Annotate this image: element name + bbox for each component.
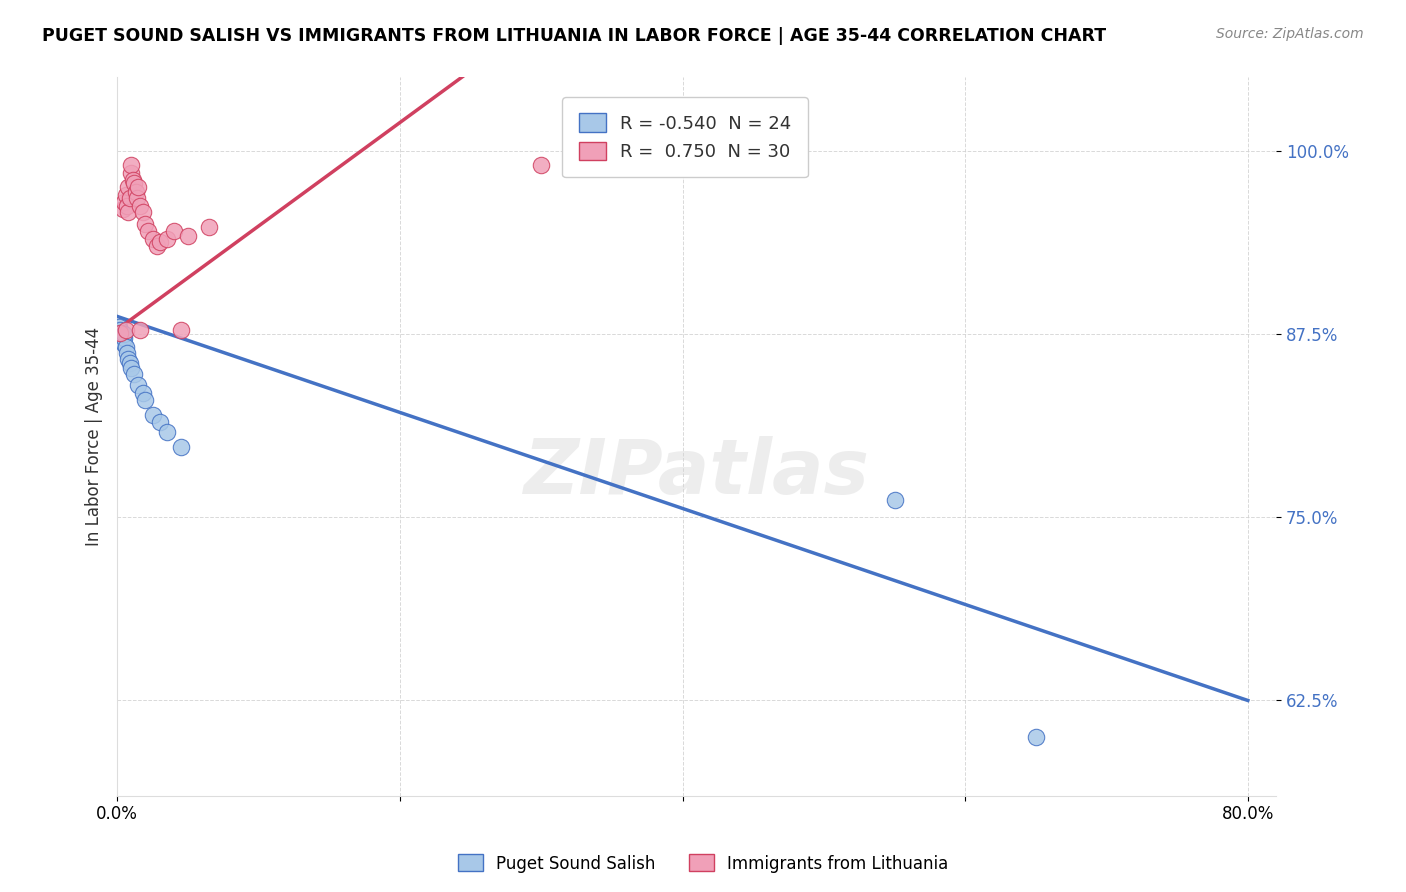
Point bbox=[111, 328, 134, 343]
Point bbox=[115, 346, 138, 360]
Point bbox=[177, 228, 200, 243]
Point bbox=[121, 173, 143, 187]
Point bbox=[115, 199, 138, 213]
Point bbox=[530, 158, 553, 172]
Point bbox=[118, 356, 141, 370]
Point bbox=[108, 322, 131, 336]
Point bbox=[125, 191, 148, 205]
Point bbox=[122, 367, 145, 381]
Point bbox=[128, 199, 150, 213]
Point bbox=[149, 415, 172, 429]
Point bbox=[110, 326, 132, 340]
Point bbox=[131, 385, 153, 400]
Point bbox=[114, 187, 136, 202]
Point bbox=[134, 217, 156, 231]
Point bbox=[127, 180, 149, 194]
Point bbox=[120, 360, 142, 375]
Point bbox=[114, 322, 136, 336]
Point bbox=[134, 392, 156, 407]
Point bbox=[117, 205, 139, 219]
Legend: Puget Sound Salish, Immigrants from Lithuania: Puget Sound Salish, Immigrants from Lith… bbox=[451, 847, 955, 880]
Point bbox=[118, 191, 141, 205]
Point bbox=[114, 340, 136, 354]
Point bbox=[110, 331, 132, 345]
Point bbox=[141, 408, 163, 422]
Point bbox=[112, 331, 135, 345]
Text: Source: ZipAtlas.com: Source: ZipAtlas.com bbox=[1216, 27, 1364, 41]
Point bbox=[111, 202, 134, 217]
Text: ZIPatlas: ZIPatlas bbox=[523, 435, 870, 509]
Point bbox=[120, 158, 142, 172]
Point bbox=[131, 205, 153, 219]
Point bbox=[145, 239, 167, 253]
Point bbox=[108, 326, 131, 340]
Point bbox=[156, 425, 179, 440]
Point bbox=[883, 492, 905, 507]
Point bbox=[111, 334, 134, 349]
Point bbox=[128, 322, 150, 336]
Point bbox=[1025, 730, 1047, 744]
Point bbox=[156, 232, 179, 246]
Point bbox=[136, 224, 159, 238]
Point bbox=[127, 378, 149, 392]
Point bbox=[149, 235, 172, 249]
Point bbox=[141, 232, 163, 246]
Y-axis label: In Labor Force | Age 35-44: In Labor Force | Age 35-44 bbox=[86, 327, 103, 546]
Point bbox=[163, 224, 186, 238]
Point bbox=[170, 440, 193, 454]
Point bbox=[122, 176, 145, 190]
Point bbox=[112, 195, 135, 210]
Point bbox=[117, 351, 139, 366]
Point bbox=[112, 326, 135, 341]
Point bbox=[117, 180, 139, 194]
Point bbox=[120, 166, 142, 180]
Point bbox=[112, 337, 135, 351]
Point bbox=[170, 322, 193, 336]
Legend: R = -0.540  N = 24, R =  0.750  N = 30: R = -0.540 N = 24, R = 0.750 N = 30 bbox=[562, 97, 807, 178]
Point bbox=[198, 219, 221, 234]
Point bbox=[124, 185, 146, 199]
Point bbox=[107, 319, 129, 334]
Text: PUGET SOUND SALISH VS IMMIGRANTS FROM LITHUANIA IN LABOR FORCE | AGE 35-44 CORRE: PUGET SOUND SALISH VS IMMIGRANTS FROM LI… bbox=[42, 27, 1107, 45]
